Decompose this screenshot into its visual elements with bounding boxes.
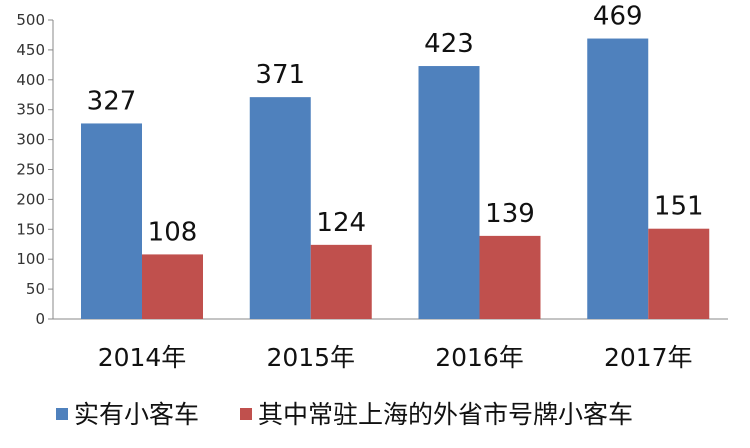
y-tick-label: 50: [26, 280, 45, 298]
bar-series-2-1: [310, 244, 372, 319]
category-label: 2014年: [98, 343, 187, 372]
category-label: 2016年: [435, 343, 524, 372]
bar-series-1-1: [249, 97, 311, 319]
y-tick-label: 450: [16, 41, 45, 59]
data-label-series-1-1: 371: [255, 60, 305, 90]
data-label-series-1-2: 423: [424, 29, 474, 59]
category-label: 2017年: [604, 343, 693, 372]
data-label-series-2-2: 139: [485, 199, 535, 229]
bar-series-2-2: [479, 235, 541, 319]
y-tick-label: 200: [16, 190, 45, 208]
bar-series-2-3: [648, 228, 710, 319]
legend-swatch-1: [56, 408, 68, 420]
category-labels: 2014年 2015年 2016年 2017年: [98, 343, 693, 372]
data-label-series-2-1: 124: [316, 208, 366, 238]
legend-swatch-2: [240, 408, 252, 420]
data-label-series-2-3: 151: [654, 192, 704, 222]
y-tick-label: 150: [16, 220, 45, 238]
data-label-series-1-3: 469: [593, 2, 643, 32]
legend-label-2: 其中常驻上海的外省市号牌小客车: [258, 400, 633, 429]
axes: 0 50 100 150 200 250 300 350 400 450 500: [16, 11, 728, 328]
legend: 实有小客车 其中常驻上海的外省市号牌小客车: [56, 400, 633, 429]
data-label-series-2-0: 108: [148, 217, 198, 247]
bar-series-1-2: [418, 66, 480, 320]
bar-series-1-0: [81, 123, 142, 319]
data-labels: 327 371 423 469 108 124 139 151: [87, 2, 704, 248]
y-tick-label: 300: [16, 131, 45, 149]
y-tick-label: 500: [16, 11, 45, 29]
y-tick-label: 100: [16, 250, 45, 268]
bar-series-1-3: [587, 38, 649, 320]
category-label: 2015年: [266, 343, 355, 372]
y-tick-label: 0: [35, 310, 45, 328]
y-tick-label: 400: [16, 71, 45, 89]
data-label-series-1-0: 327: [87, 86, 137, 116]
y-tick-label: 350: [16, 101, 45, 119]
y-tick-label: 250: [16, 161, 45, 179]
legend-label-1: 实有小客车: [74, 400, 199, 429]
bar-series-2-0: [142, 254, 203, 319]
bars: [81, 38, 710, 320]
